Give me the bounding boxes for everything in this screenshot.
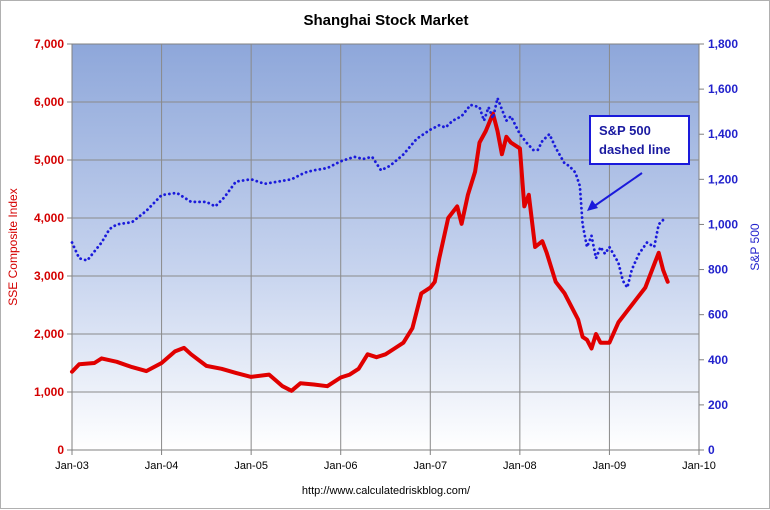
series-layer bbox=[70, 96, 670, 393]
y-left-tick-label: 5,000 bbox=[34, 153, 64, 167]
y-axis-left-title: SSE Composite Index bbox=[6, 188, 20, 305]
y-right-tick-label: 800 bbox=[708, 263, 728, 277]
plot-area bbox=[71, 43, 700, 451]
x-tick-label: Jan-06 bbox=[324, 460, 358, 472]
annotation-line-2: dashed line bbox=[599, 142, 671, 157]
x-tick-label: Jan-03 bbox=[55, 460, 89, 472]
y-right-tick-label: 0 bbox=[708, 443, 715, 457]
y-left-tick-label: 1,000 bbox=[34, 385, 64, 399]
x-tick-label: Jan-09 bbox=[593, 460, 627, 472]
x-tick-label: Jan-07 bbox=[413, 460, 447, 472]
y-right-tick-label: 600 bbox=[708, 308, 728, 322]
gridlines bbox=[72, 44, 699, 450]
y-right-tick-label: 1,400 bbox=[708, 127, 738, 141]
annotation-arrow bbox=[592, 172, 643, 208]
y-right-tick-label: 1,800 bbox=[708, 37, 738, 51]
sp500-dotted-line bbox=[70, 96, 665, 290]
source-url: http://www.calculatedriskblog.com/ bbox=[302, 485, 471, 497]
annotation-arrowhead bbox=[587, 200, 598, 211]
y-right-tick-label: 1,000 bbox=[708, 217, 738, 231]
x-tick-label: Jan-08 bbox=[503, 460, 537, 472]
y-right-tick-label: 1,600 bbox=[708, 82, 738, 96]
annotation-callout: S&P 500 dashed line bbox=[587, 115, 690, 211]
y-left-tick-label: 0 bbox=[57, 443, 64, 457]
y-left-tick-label: 6,000 bbox=[34, 95, 64, 109]
chart-title: Shanghai Stock Market bbox=[303, 12, 468, 29]
x-tick-label: Jan-10 bbox=[682, 460, 716, 472]
sse-composite-line bbox=[70, 111, 670, 393]
axes: 0 1,000 2,000 3,000 4,000 5,000 6,000 7,000 0 200… bbox=[34, 37, 738, 472]
y-left-tick-label: 3,000 bbox=[34, 269, 64, 283]
y-right-tick-label: 1,200 bbox=[708, 172, 738, 186]
annotation-line-1: S&P 500 bbox=[599, 123, 651, 138]
y-right-tick-label: 200 bbox=[708, 398, 728, 412]
y-left-tick-label: 4,000 bbox=[34, 211, 64, 225]
x-tick-label: Jan-04 bbox=[145, 460, 179, 472]
y-right-tick-label: 400 bbox=[708, 353, 728, 367]
x-tick-label: Jan-05 bbox=[234, 460, 268, 472]
y-left-tick-label: 7,000 bbox=[34, 37, 64, 51]
y-axis-right-title: S&P 500 bbox=[748, 223, 762, 270]
y-left-tick-label: 2,000 bbox=[34, 327, 64, 341]
annotation-box bbox=[589, 115, 690, 165]
